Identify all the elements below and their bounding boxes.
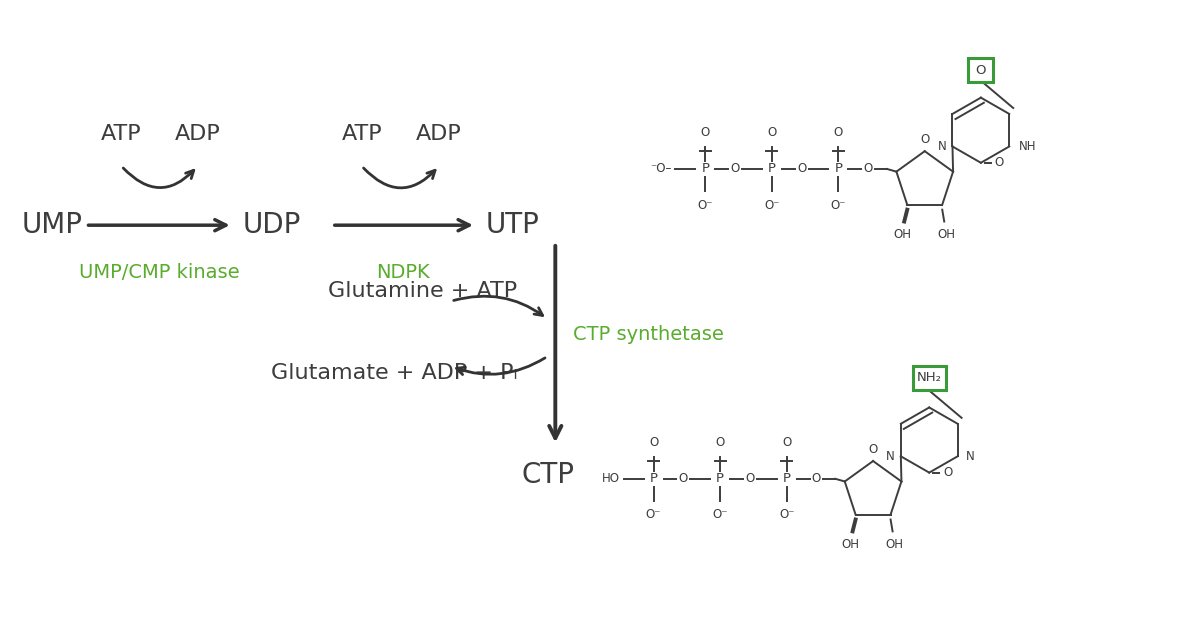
Text: UDP: UDP	[242, 211, 301, 239]
Text: UMP/CMP kinase: UMP/CMP kinase	[79, 263, 239, 282]
Text: O⁻: O⁻	[830, 199, 846, 211]
Text: ⁻O–: ⁻O–	[650, 162, 672, 175]
Text: P: P	[782, 472, 791, 486]
Text: O: O	[943, 466, 953, 479]
Text: Glutamine + ATP: Glutamine + ATP	[329, 281, 517, 301]
Text: CTP: CTP	[522, 461, 575, 489]
Text: O: O	[731, 162, 739, 175]
FancyBboxPatch shape	[913, 365, 946, 390]
Text: O: O	[782, 436, 791, 449]
Text: N: N	[886, 450, 895, 463]
Text: P: P	[834, 162, 842, 175]
Text: OH: OH	[937, 228, 955, 242]
Text: NH₂: NH₂	[917, 371, 942, 384]
Text: ADP: ADP	[175, 125, 221, 144]
Text: NH: NH	[1019, 140, 1037, 153]
Text: O: O	[701, 126, 710, 140]
Text: Glutamate + ADP + Pᵢ: Glutamate + ADP + Pᵢ	[271, 363, 517, 383]
Text: NDPK: NDPK	[377, 263, 430, 282]
Text: P: P	[649, 472, 658, 486]
Text: O: O	[767, 126, 776, 140]
Text: O: O	[812, 472, 821, 486]
Text: O: O	[797, 162, 806, 175]
Text: P: P	[701, 162, 709, 175]
Text: OH: OH	[886, 538, 904, 551]
Text: O⁻: O⁻	[779, 508, 794, 521]
Text: O: O	[834, 126, 842, 140]
Text: O: O	[976, 64, 986, 77]
Text: O: O	[745, 472, 755, 486]
Text: N: N	[966, 450, 974, 463]
Text: UTP: UTP	[486, 211, 540, 239]
Text: O: O	[869, 443, 877, 455]
Text: N: N	[937, 140, 947, 153]
Text: O⁻: O⁻	[697, 199, 713, 211]
Text: CTP synthetase: CTP synthetase	[574, 325, 724, 343]
Text: O: O	[679, 472, 688, 486]
Text: O: O	[920, 133, 929, 146]
Text: ADP: ADP	[416, 125, 462, 144]
Text: O: O	[995, 156, 1004, 169]
Text: OH: OH	[893, 228, 911, 242]
Text: O: O	[864, 162, 872, 175]
Text: UMP: UMP	[22, 211, 83, 239]
Text: OH: OH	[841, 538, 859, 551]
Text: O⁻: O⁻	[713, 508, 728, 521]
Text: ATP: ATP	[341, 125, 382, 144]
Text: P: P	[768, 162, 775, 175]
Text: O⁻: O⁻	[764, 199, 780, 211]
Text: O: O	[715, 436, 725, 449]
FancyBboxPatch shape	[968, 58, 994, 82]
Text: P: P	[716, 472, 724, 486]
Text: O⁻: O⁻	[646, 508, 661, 521]
Text: ATP: ATP	[101, 125, 142, 144]
Text: HO: HO	[602, 472, 620, 486]
Text: O: O	[649, 436, 659, 449]
